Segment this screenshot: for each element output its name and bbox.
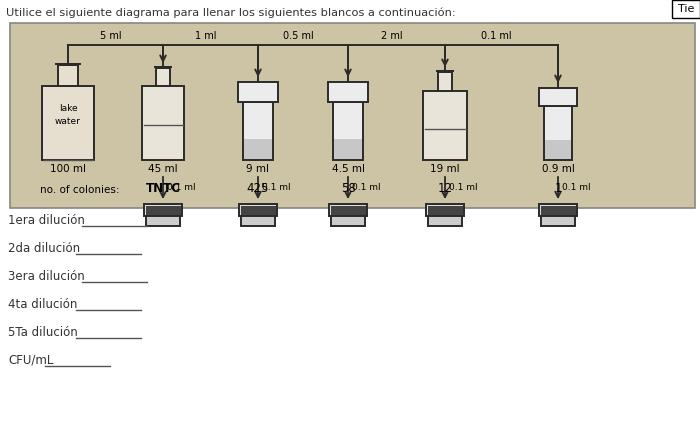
Bar <box>428 205 463 215</box>
Bar <box>328 82 368 102</box>
Text: 3era dilución: 3era dilución <box>8 269 85 283</box>
Text: 0.1 ml: 0.1 ml <box>562 184 591 192</box>
Text: 0.1 ml: 0.1 ml <box>481 31 512 41</box>
Text: 19 ml: 19 ml <box>430 164 460 174</box>
Bar <box>545 141 571 159</box>
Bar <box>244 139 272 159</box>
Bar <box>55 63 80 65</box>
Bar <box>241 216 274 226</box>
Text: 4ta dilución: 4ta dilución <box>8 297 78 311</box>
Text: 45 ml: 45 ml <box>148 164 178 174</box>
Bar <box>428 216 462 226</box>
Bar <box>156 68 169 86</box>
Bar <box>144 204 182 216</box>
Text: 2da dilución: 2da dilución <box>8 241 80 254</box>
Text: 0.1 ml: 0.1 ml <box>449 184 477 192</box>
Bar <box>423 92 467 160</box>
Text: TNTC: TNTC <box>146 182 181 195</box>
Bar <box>243 102 273 160</box>
Bar <box>540 205 575 215</box>
Text: 5 ml: 5 ml <box>99 31 121 41</box>
Text: 1: 1 <box>554 182 561 195</box>
Bar <box>329 204 367 216</box>
Text: 1 ml: 1 ml <box>195 31 216 41</box>
Text: 100 ml: 100 ml <box>50 164 86 174</box>
Bar <box>146 216 180 226</box>
Bar <box>438 72 452 92</box>
Text: 1era dilución: 1era dilución <box>8 213 85 226</box>
Bar <box>544 106 572 160</box>
Text: lake: lake <box>59 104 77 113</box>
Text: 5Ta dilución: 5Ta dilución <box>8 325 78 339</box>
Bar <box>436 70 454 72</box>
Bar <box>330 205 365 215</box>
Text: 0.1 ml: 0.1 ml <box>262 184 290 192</box>
Text: 0.1 ml: 0.1 ml <box>352 184 381 192</box>
Text: no. of colonies:: no. of colonies: <box>41 185 120 195</box>
Text: 58: 58 <box>341 182 356 195</box>
Text: CFU/mL: CFU/mL <box>8 353 53 367</box>
Bar <box>539 88 577 106</box>
Text: 2 ml: 2 ml <box>381 31 402 41</box>
Bar <box>146 205 181 215</box>
Bar <box>426 204 464 216</box>
Text: 9 ml: 9 ml <box>246 164 270 174</box>
Bar <box>241 205 276 215</box>
Bar <box>10 23 695 208</box>
Text: Tie: Tie <box>678 4 694 14</box>
Text: 0.9 ml: 0.9 ml <box>542 164 575 174</box>
Bar <box>142 86 184 160</box>
Bar <box>154 66 172 68</box>
Bar <box>541 216 575 226</box>
Bar <box>334 139 362 159</box>
Text: 0.5 ml: 0.5 ml <box>283 31 314 41</box>
Text: 4.5 ml: 4.5 ml <box>332 164 365 174</box>
Bar <box>239 204 277 216</box>
Text: 0.1 ml: 0.1 ml <box>167 184 195 192</box>
Bar <box>333 102 363 160</box>
Bar <box>672 0 700 18</box>
Text: 12: 12 <box>438 182 452 195</box>
Bar <box>331 216 365 226</box>
Text: water: water <box>55 117 81 126</box>
Bar <box>539 204 577 216</box>
Bar <box>42 86 94 160</box>
Text: Utilice el siguiente diagrama para llenar los siguientes blancos a continuación:: Utilice el siguiente diagrama para llena… <box>6 8 456 18</box>
Text: 425: 425 <box>247 182 270 195</box>
Bar <box>238 82 279 102</box>
Bar <box>58 65 78 86</box>
